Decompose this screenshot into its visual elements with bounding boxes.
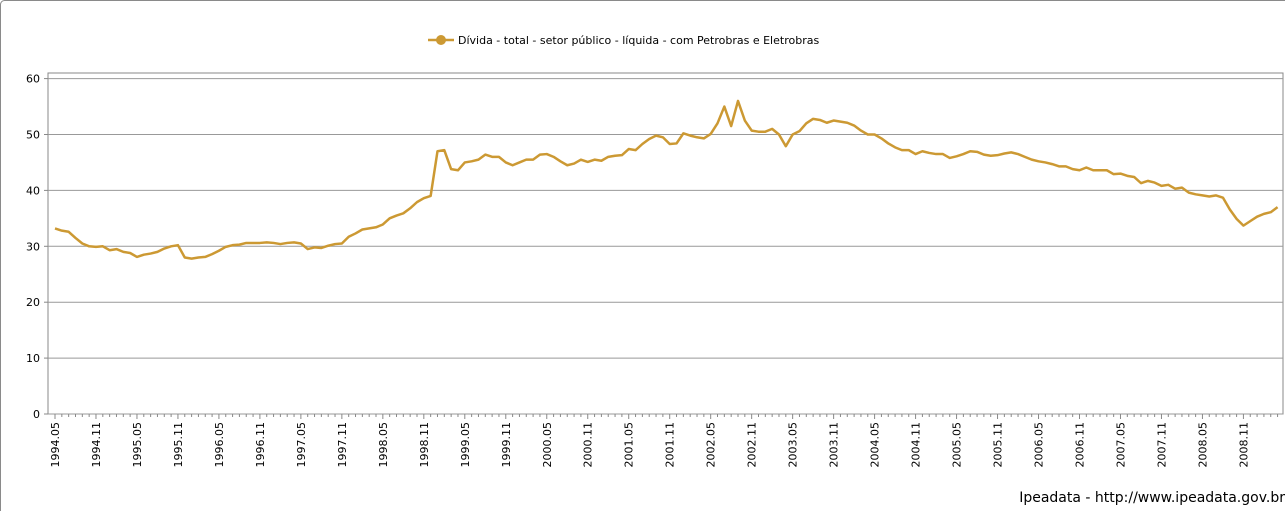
x-tick-label: 1994.11 (90, 422, 103, 468)
x-tick-label: 2008.11 (1237, 422, 1250, 468)
x-tick-label: 2004.11 (910, 422, 923, 468)
x-tick-label: 1995.11 (172, 422, 185, 468)
plot-area (48, 73, 1283, 414)
x-tick-label: 2007.11 (1155, 422, 1168, 468)
x-tick-label: 1996.11 (254, 422, 267, 468)
x-tick-label: 1998.05 (377, 422, 390, 468)
x-tick-label: 2005.11 (992, 422, 1005, 468)
x-tick-label: 1999.05 (459, 422, 472, 468)
y-tick-label: 0 (33, 408, 40, 421)
x-tick-label: 1998.11 (418, 422, 431, 468)
legend-marker (436, 35, 446, 45)
x-tick-label: 2000.11 (582, 422, 595, 468)
x-tick-label: 2001.05 (623, 422, 636, 468)
x-tick-label: 2001.11 (664, 422, 677, 468)
x-tick-label: 1997.11 (336, 422, 349, 468)
x-tick-label: 1995.05 (131, 422, 144, 468)
x-tick-label: 2000.05 (541, 422, 554, 468)
x-tick-label: 2002.05 (705, 422, 718, 468)
x-tick-label: 2003.11 (828, 422, 841, 468)
x-tick-label: 2003.05 (787, 422, 800, 468)
y-tick-label: 50 (26, 128, 40, 141)
y-tick-label: 60 (26, 73, 40, 86)
y-tick-label: 10 (26, 352, 40, 365)
x-tick-label: 1997.05 (295, 422, 308, 468)
x-tick-label: 2005.05 (951, 422, 964, 468)
y-tick-label: 40 (26, 184, 40, 197)
x-tick-label: 2004.05 (869, 422, 882, 468)
x-tick-label: 1999.11 (500, 422, 513, 468)
x-tick-label: 2006.05 (1033, 422, 1046, 468)
x-tick-label: 1994.05 (49, 422, 62, 468)
y-tick-label: 20 (26, 296, 40, 309)
x-tick-label: 2007.05 (1114, 422, 1127, 468)
source: Ipeadata - http://www.ipeadata.gov.br (1019, 490, 1285, 506)
legend-label: Dívida - total - setor público - líquida… (458, 34, 819, 47)
x-tick-label: 1996.05 (213, 422, 226, 468)
x-tick-label: 2002.11 (746, 422, 759, 468)
x-tick-label: 2006.11 (1074, 422, 1087, 468)
y-tick-label: 30 (26, 240, 40, 253)
x-tick-label: 2008.05 (1196, 422, 1209, 468)
